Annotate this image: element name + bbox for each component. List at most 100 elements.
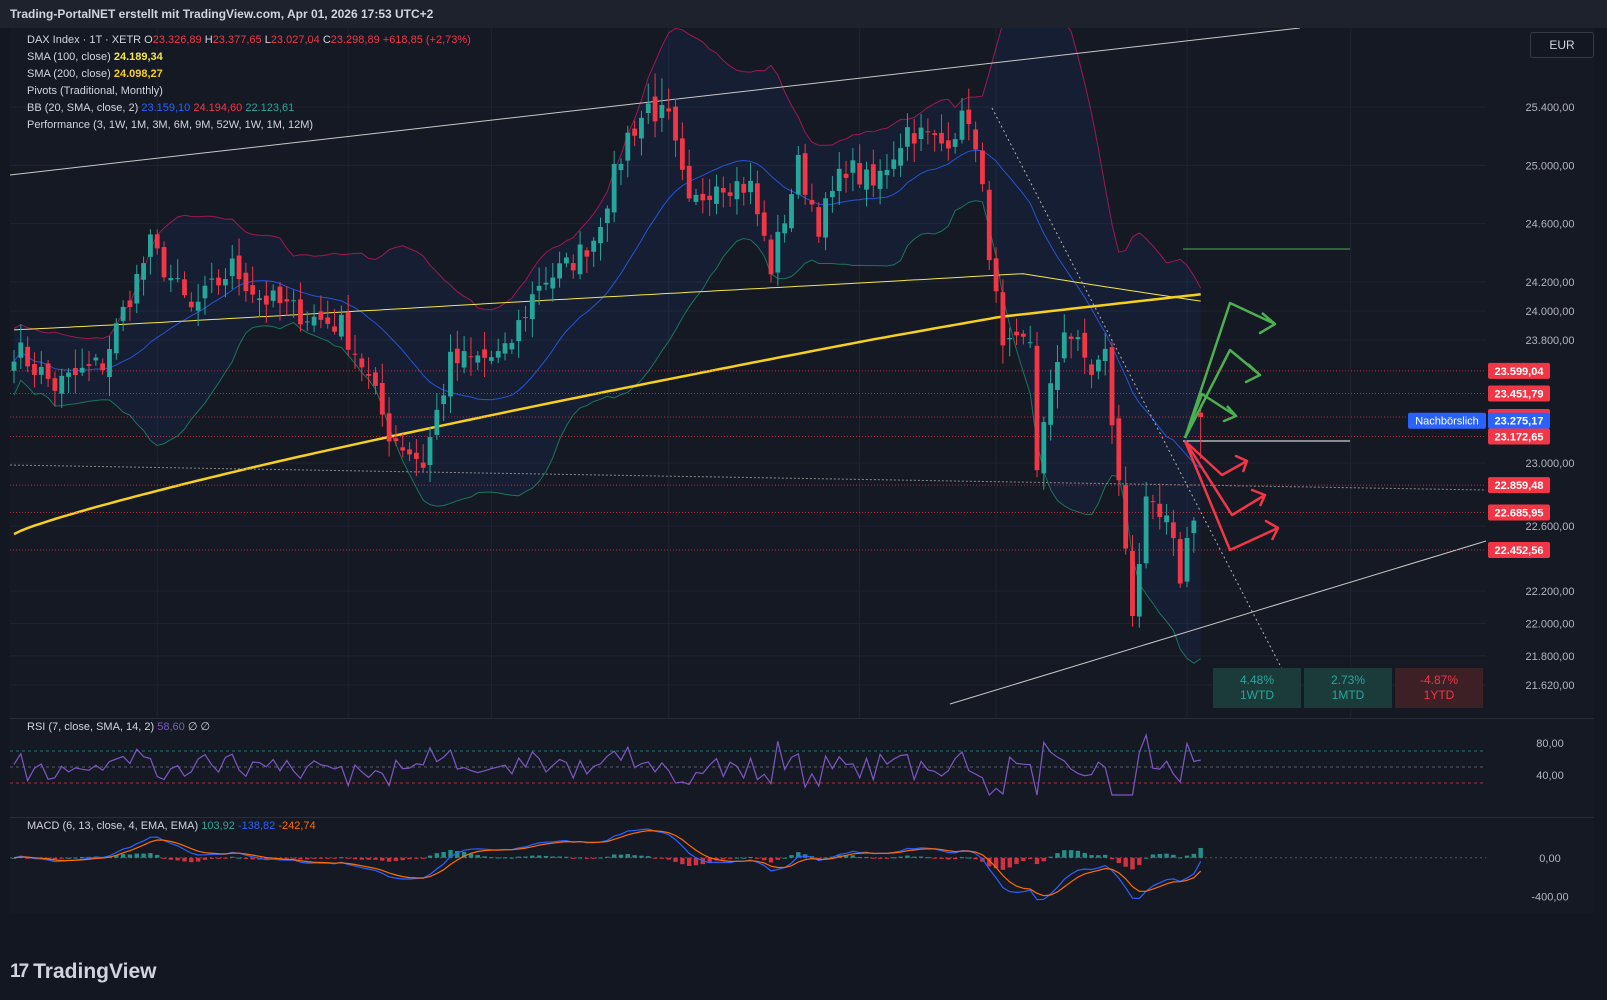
macd-histogram-bar <box>1000 857 1006 870</box>
candle-body <box>93 357 99 361</box>
macd-histogram-bar <box>591 857 596 859</box>
candle-body <box>427 437 433 466</box>
y-tick-label: 25.400,00 <box>1526 102 1575 114</box>
candle-body <box>45 363 51 379</box>
candle-body <box>100 363 106 371</box>
macd-chart-svg[interactable]: 0,00 -400,00 <box>10 818 1594 913</box>
legend-change: +618,85 (+2,73%) <box>382 34 471 46</box>
legend-sma200[interactable]: SMA (200, close) 24.098,27 <box>27 68 163 80</box>
candle-body <box>72 368 78 376</box>
legend-performance[interactable]: Performance (3, 1W, 1M, 3M, 6M, 9M, 52W,… <box>27 119 314 131</box>
candle-body <box>734 181 740 200</box>
macd-histogram-bar <box>557 856 562 858</box>
candle-body <box>945 140 951 149</box>
y-tick-label: 21.620,00 <box>1526 680 1575 692</box>
candle-body <box>243 272 249 292</box>
macd-histogram-bar <box>1198 847 1203 858</box>
tradingview-logo-icon: 17 <box>10 961 29 982</box>
macd-histogram-bar <box>509 857 515 859</box>
candle-body <box>1055 362 1060 390</box>
candle-body <box>141 263 146 280</box>
candle-body <box>434 409 440 435</box>
price-tag-bg <box>1488 504 1550 521</box>
candle-body <box>1014 331 1019 336</box>
scenario-arrow-up-1 <box>1183 301 1277 439</box>
y-tick-label: 25.000,00 <box>1526 160 1575 172</box>
macd-histogram-bar <box>359 857 365 860</box>
candle-body <box>379 382 385 415</box>
candle-body <box>782 223 788 234</box>
macd-histogram-bar <box>352 857 358 860</box>
candle-body <box>134 274 140 304</box>
macd-histogram-bar <box>564 856 569 858</box>
currency-selector[interactable]: EUR <box>1530 32 1594 58</box>
macd-histogram-bar <box>543 855 549 858</box>
macd-histogram-bar <box>789 855 794 858</box>
macd-signal-line <box>13 829 1202 897</box>
candle-body <box>516 320 522 342</box>
candle-body <box>707 195 713 201</box>
macd-histogram-bar <box>1034 857 1040 865</box>
candle-body <box>659 105 665 118</box>
macd-histogram-bar <box>277 857 283 859</box>
price-tag-bg <box>1488 541 1550 558</box>
legend-sma100[interactable]: SMA (100, close) 24.189,34 <box>27 51 163 63</box>
candle-body <box>413 452 419 459</box>
macd-histogram-bar <box>584 857 590 859</box>
candle-body <box>666 108 672 112</box>
rsi-panel[interactable]: 80,00 40,00 RSI (7, close, SMA, 14, 2) 58… <box>10 719 1594 818</box>
y-tick-label: 21.800,00 <box>1526 651 1575 663</box>
candle-body <box>1177 539 1183 584</box>
price-chart-svg[interactable]: 25.400,00 25.000,00 24.600,00 24.200,00 24.0… <box>10 28 1594 718</box>
price-tag: 22.452,56 <box>1495 545 1544 557</box>
macd-histogram-bar <box>1096 855 1101 858</box>
candle-body <box>188 301 194 308</box>
legend-bb[interactable]: BB (20, SMA, close, 2) 23.159,10 24.194,… <box>27 102 295 114</box>
macd-histogram-bar <box>318 857 324 859</box>
candle-body <box>195 301 201 311</box>
candle-body <box>632 128 638 136</box>
candle-body <box>993 258 999 292</box>
price-panel[interactable]: 25.400,00 25.000,00 24.600,00 24.200,00 24.0… <box>10 28 1594 719</box>
macd-histogram-bar <box>284 857 289 859</box>
macd-histogram-bar <box>939 857 944 859</box>
macd-histogram-bar <box>80 857 85 859</box>
candle-body <box>809 200 815 205</box>
legend-pivots[interactable]: Pivots (Traditional, Monthly) <box>27 85 163 97</box>
legend-close: 23.298,89 <box>330 34 380 46</box>
legend-symbol: DAX Index · 1T · XETR <box>27 34 142 46</box>
macd-histogram-bar <box>1143 857 1149 859</box>
rsi-chart-svg[interactable]: 80,00 40,00 <box>10 719 1594 817</box>
candle-body <box>884 170 890 175</box>
macd-histogram-bar <box>1014 857 1019 865</box>
candle-body <box>386 413 392 442</box>
candle-body <box>468 356 474 358</box>
macd-histogram-bar <box>236 857 242 859</box>
candle-body <box>686 165 692 199</box>
macd-histogram-bar <box>502 857 508 859</box>
macd-histogram-bar <box>864 857 869 859</box>
tradingview-logo-text: TradingView <box>33 960 157 983</box>
macd-panel[interactable]: 0,00 -400,00 MACD (6, 13, close, 4, EMA, … <box>10 818 1594 913</box>
price-tag-bg <box>1488 412 1550 429</box>
candle-body <box>236 255 242 280</box>
candle-body <box>25 346 31 367</box>
macd-histogram-bar <box>673 857 678 862</box>
candle-body <box>311 316 317 326</box>
candle-body <box>52 378 58 391</box>
macd-histogram-bar <box>52 857 58 860</box>
macd-histogram-bar <box>155 854 160 858</box>
macd-histogram-bar <box>871 857 876 859</box>
macd-histogram-bar <box>877 857 883 859</box>
macd-histogram-bar <box>223 857 228 859</box>
candle-body <box>1027 342 1033 344</box>
candle-body <box>959 110 965 140</box>
macd-histogram-bar <box>161 857 167 859</box>
candle-body <box>420 462 426 468</box>
candle-body <box>543 282 549 285</box>
candle-body <box>604 208 610 224</box>
macd-line-value: -138,82 <box>237 820 276 832</box>
candle-body <box>107 348 112 377</box>
y-tick-label: 23.000,00 <box>1526 458 1575 470</box>
candle-body <box>298 299 303 325</box>
